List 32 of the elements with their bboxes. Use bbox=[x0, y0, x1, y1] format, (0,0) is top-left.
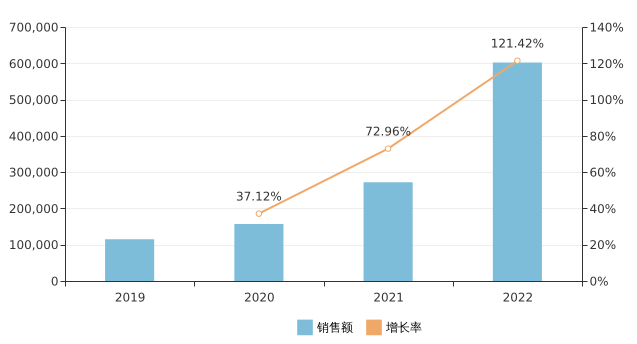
x-tick-label: 2022 bbox=[502, 290, 534, 304]
y2-tick-label: 40% bbox=[590, 202, 616, 216]
y2-tick-label: 140% bbox=[590, 20, 624, 34]
y2-tick-label: 80% bbox=[590, 129, 616, 144]
y-tick-label: 600,000 bbox=[8, 56, 58, 71]
x-tick-label: 2021 bbox=[373, 290, 404, 304]
point bbox=[384, 145, 392, 152]
y2-tick-label: 60% bbox=[590, 166, 616, 180]
point bbox=[514, 57, 521, 64]
y2-tick-label: 100% bbox=[590, 93, 624, 108]
point bbox=[256, 210, 262, 217]
legend-label: 销售额 bbox=[316, 320, 353, 334]
y2-tick-label: 0% bbox=[590, 274, 609, 288]
y2-tick-label: 20% bbox=[590, 238, 616, 252]
bar bbox=[492, 62, 542, 281]
legend-label: 增长率 bbox=[385, 320, 422, 334]
y2-tick-label: 120% bbox=[590, 56, 624, 71]
y-tick-label: 300,000 bbox=[8, 166, 58, 180]
x-tick-label: 2020 bbox=[244, 290, 275, 304]
y-tick-label: 500,000 bbox=[8, 93, 58, 108]
bar bbox=[105, 239, 154, 281]
bar bbox=[364, 182, 413, 281]
y-tick-label: 700,000 bbox=[8, 20, 58, 34]
y-tick-label: 400,000 bbox=[8, 129, 58, 144]
data-label: 37.12% bbox=[236, 190, 282, 204]
data-label: 72.96% bbox=[365, 124, 412, 139]
x-tick-label: 2019 bbox=[114, 290, 146, 304]
y-tick-label: 100,000 bbox=[8, 238, 58, 252]
y-tick-label: 200,000 bbox=[8, 202, 58, 216]
y-tick-label: 0 bbox=[50, 274, 58, 288]
bar bbox=[234, 224, 284, 281]
data-label: 121.42% bbox=[490, 36, 544, 51]
